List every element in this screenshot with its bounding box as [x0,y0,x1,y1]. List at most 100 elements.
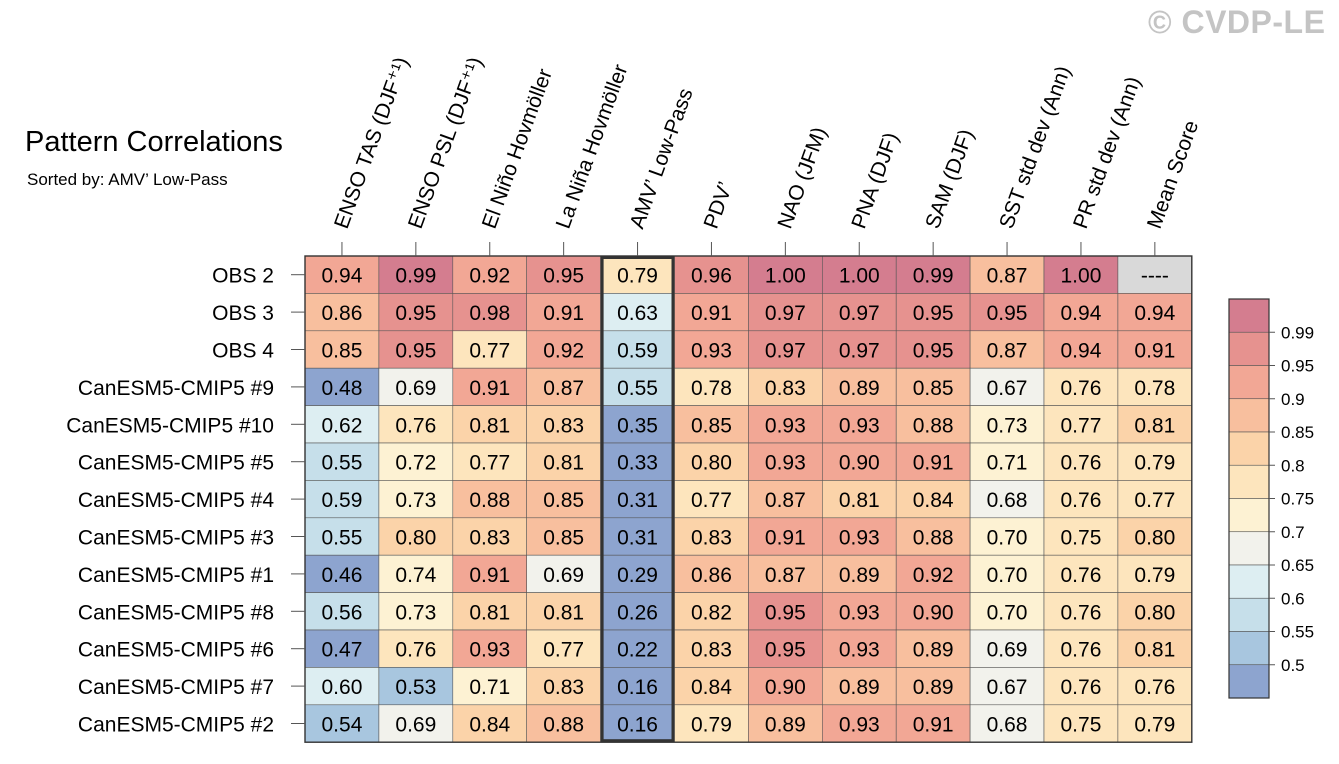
cell-value: 0.33 [617,452,658,475]
column-label: PR std dev (Ann) [1069,74,1145,232]
heatmap-cell [674,704,749,743]
heatmap-cell [526,592,601,631]
cell-value: 0.70 [987,564,1028,587]
cell-value: 0.84 [913,489,954,512]
heatmap-cell [526,330,601,369]
cell-value: 0.95 [395,340,436,363]
colorbar-segment [1228,331,1270,366]
cell-value: 0.87 [543,377,584,400]
cell-value: 0.71 [469,676,510,699]
cell-value: 0.76 [395,414,436,437]
cell-value: 0.75 [1061,714,1102,737]
heatmap-cell [674,592,749,631]
colorbar-label: 0.55 [1281,623,1314,642]
cell-value: 0.72 [395,452,436,475]
cell-value: 0.76 [395,639,436,662]
cell-value: 0.84 [469,714,510,737]
cell-value: 0.92 [543,340,584,363]
heatmap-cell [378,480,454,519]
heatmap-cell [1117,629,1193,668]
cell-value: 0.81 [469,414,510,437]
cell-value: 0.93 [765,414,806,437]
cell-value: 0.94 [1061,302,1102,325]
cell-value: 0.93 [839,414,880,437]
heatmap-cell [378,667,454,706]
cell-value: 0.76 [1061,489,1102,512]
heatmap-cell [1043,405,1119,444]
cell-value: 0.89 [913,639,954,662]
heatmap-cell [526,442,601,481]
cell-value: 0.96 [691,265,732,288]
heatmap-cell [304,293,380,332]
heatmap-cell [1043,442,1119,481]
cell-value: 0.71 [987,452,1028,475]
cell-value: 0.79 [617,265,658,288]
cell-value: 0.85 [322,340,363,363]
colorbar-segment [1228,365,1270,400]
cell-value: 0.83 [691,527,732,550]
cell-value: 0.46 [322,564,363,587]
heatmap-cell [452,330,527,369]
heatmap-cell [821,629,897,668]
heatmap-cell [674,442,749,481]
cell-value: 0.80 [395,527,436,550]
heatmap-cell [600,405,675,444]
heatmap-cell [600,367,675,406]
cell-value: 0.22 [617,639,658,662]
column-label: Mean Score [1143,117,1203,231]
row-label: CanESM5-CMIP5 #5 [78,452,274,475]
cell-value: 0.83 [765,377,806,400]
cell-value: 0.85 [543,527,584,550]
heatmap-cell [674,629,749,668]
cell-value: 0.80 [691,452,732,475]
heatmap-cell [600,442,675,481]
heatmap-cell [748,517,823,556]
heatmap-cell [895,629,971,668]
heatmap-cell [526,517,601,556]
cell-value: 0.53 [395,676,436,699]
heatmap-cell [969,704,1045,743]
heatmap-cell [378,592,454,631]
cell-value: 0.55 [617,377,658,400]
cell-value: 0.69 [395,377,436,400]
cell-value: 0.55 [322,527,363,550]
cell-value: 0.90 [913,601,954,624]
cell-value: 0.91 [913,452,954,475]
heatmap-cell [452,704,527,743]
colorbar-label: 0.65 [1281,556,1314,575]
row-label: CanESM5-CMIP5 #3 [78,527,274,550]
heatmap-cell [674,330,749,369]
heatmap-cell [378,367,454,406]
heatmap-cell [452,667,527,706]
heatmap-cell [748,330,823,369]
cell-value: 0.88 [913,527,954,550]
cell-value: 0.76 [1061,676,1102,699]
heatmap-cell [1043,704,1119,743]
heatmap-cell [378,704,454,743]
row-label: OBS 3 [212,302,274,325]
cell-value: 0.89 [839,377,880,400]
heatmap-cell [969,480,1045,519]
cell-value: 0.83 [543,676,584,699]
cell-value: 0.97 [839,302,880,325]
heatmap-cell [1043,255,1119,294]
cell-value: 0.56 [322,601,363,624]
cell-value: 0.26 [617,601,658,624]
cell-value: 0.91 [913,714,954,737]
cell-value: 0.69 [395,714,436,737]
row-label: CanESM5-CMIP5 #2 [78,714,274,737]
heatmap-cell [969,405,1045,444]
cell-value: 0.93 [691,340,732,363]
heatmap-cell [526,554,601,593]
heatmap-cell [969,592,1045,631]
heatmap-cell [1117,480,1193,519]
heatmap-cell [821,442,897,481]
cell-value: 0.76 [1061,639,1102,662]
colorbar-segment [1228,597,1270,632]
cell-value: 0.91 [765,527,806,550]
colorbar-label: 0.95 [1281,357,1314,376]
row-label: CanESM5-CMIP5 #9 [78,377,274,400]
colorbar-segment [1228,631,1270,666]
cell-value: 0.77 [691,489,732,512]
cell-value: 0.88 [913,414,954,437]
